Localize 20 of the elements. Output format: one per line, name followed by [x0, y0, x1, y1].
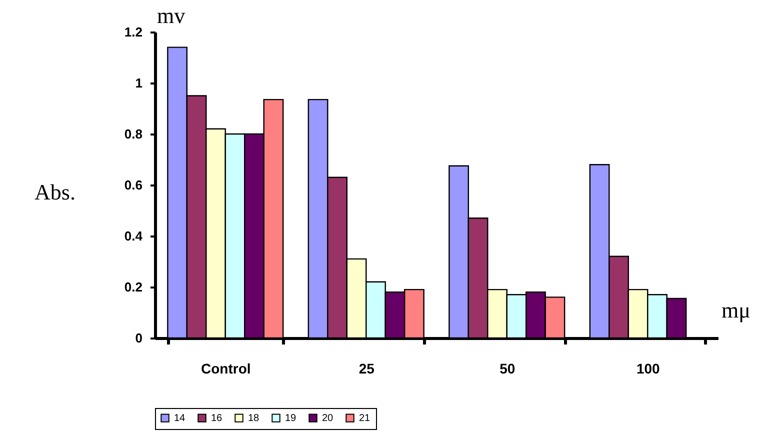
legend-label: 16: [211, 413, 223, 424]
y-tick-label: 1.2: [124, 24, 142, 40]
y-axis-title: Abs.: [34, 180, 76, 204]
y-tick-label: 1: [135, 76, 142, 90]
legend-label: 14: [174, 413, 186, 424]
y-tick-label: 0: [135, 330, 142, 346]
x-tick-label: 50: [500, 360, 516, 376]
x-tick-label: 100: [636, 360, 660, 376]
x-axis-title: mμ: [722, 298, 750, 322]
y-tick-label: 0.8: [124, 126, 142, 142]
text: mv: [157, 3, 186, 28]
legend-label: 20: [322, 413, 334, 424]
legend-label: 19: [285, 413, 297, 424]
x-tick-label: 25: [358, 360, 375, 376]
y-tick-label: 0.4: [124, 228, 144, 244]
legend-label: 18: [248, 413, 260, 424]
legend-label: 21: [359, 413, 371, 424]
y-tick-label: 0.2: [124, 280, 142, 294]
y-tick-label: 0.6: [124, 178, 142, 192]
x-tick-label: Control: [200, 360, 251, 376]
